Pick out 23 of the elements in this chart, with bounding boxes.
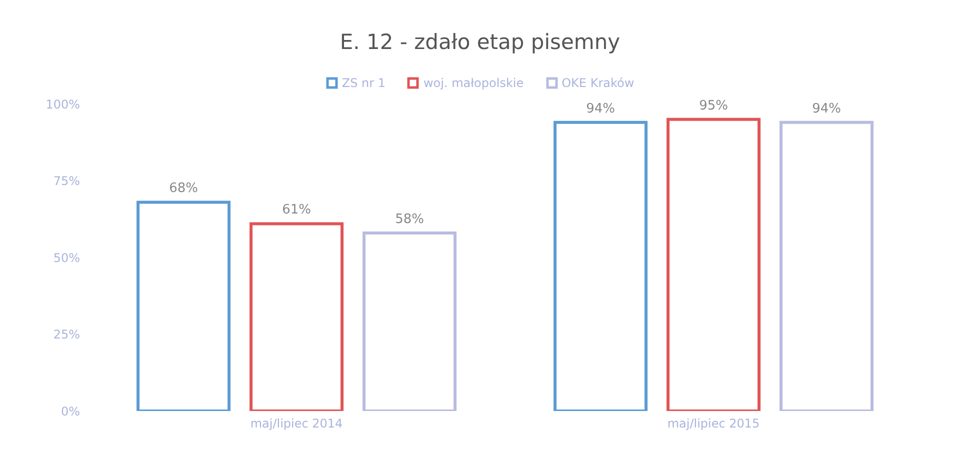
chart-title: E. 12 - zdało etap pisemny	[338, 29, 622, 56]
legend-label: ZS nr 1	[342, 76, 386, 90]
x-tick-label: maj/lipiec 2014	[250, 416, 343, 431]
data-label: 58%	[395, 212, 424, 227]
y-tick-label: 25%	[53, 328, 80, 342]
data-label: 68%	[169, 181, 198, 196]
legend-label: OKE Kraków	[562, 76, 634, 90]
data-label: 94%	[812, 101, 841, 116]
y-tick-label: 0%	[60, 404, 80, 418]
data-label: 61%	[282, 202, 311, 218]
bar	[554, 120, 648, 411]
bar	[666, 118, 761, 411]
y-tick-label: 100%	[46, 97, 80, 112]
y-tick-label: 50%	[53, 250, 80, 265]
x-tick-label: maj/lipiec 2015	[667, 416, 760, 431]
legend-label: woj. małopolskie	[423, 76, 524, 90]
bar	[362, 231, 457, 411]
data-label: 94%	[586, 101, 615, 116]
bar	[250, 222, 344, 411]
y-tick-label: 75%	[53, 174, 80, 188]
bar	[780, 120, 874, 411]
bar	[136, 200, 231, 411]
data-label: 95%	[699, 98, 728, 114]
